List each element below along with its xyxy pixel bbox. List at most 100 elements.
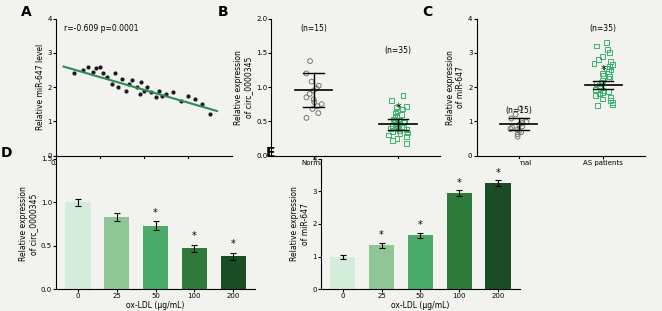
Point: [156, 93, 167, 98]
Point: [597, 71, 608, 76]
Point: [606, 67, 616, 72]
Point: [605, 95, 616, 100]
Point: [402, 130, 412, 135]
Text: (n=35): (n=35): [590, 24, 617, 33]
Point: [307, 106, 318, 111]
Point: [602, 47, 613, 52]
Point: [134, 91, 145, 96]
Point: [136, 80, 146, 85]
Point: [69, 71, 79, 76]
Text: *: *: [379, 230, 384, 240]
Point: [604, 64, 614, 69]
Bar: [408, 235, 433, 289]
Point: [305, 91, 315, 96]
Point: [95, 64, 105, 69]
Point: [589, 61, 599, 66]
Text: *: *: [231, 239, 236, 249]
Point: [593, 57, 604, 62]
X-axis label: ox-LDL (μg/mL): ox-LDL (μg/mL): [126, 301, 185, 310]
Point: [146, 90, 157, 95]
Text: *: *: [418, 220, 423, 230]
Point: [512, 132, 523, 137]
Point: [394, 118, 404, 123]
Point: [308, 88, 319, 93]
Point: [205, 112, 215, 117]
Point: [603, 89, 614, 94]
Point: [91, 66, 101, 71]
Point: [311, 86, 322, 91]
Point: [607, 102, 618, 107]
Y-axis label: Relative miR-647 level: Relative miR-647 level: [36, 44, 45, 130]
Y-axis label: Relative expression
of miR-647: Relative expression of miR-647: [446, 50, 465, 124]
Bar: [485, 183, 510, 289]
Point: [605, 98, 616, 103]
Point: [393, 126, 404, 131]
Point: [83, 64, 94, 69]
Point: [516, 118, 527, 123]
Point: [598, 88, 608, 93]
Point: [512, 128, 523, 132]
Point: [514, 128, 524, 133]
Point: [591, 81, 602, 86]
Text: C: C: [422, 5, 433, 19]
Point: [514, 122, 524, 127]
Point: [113, 85, 123, 90]
Point: [510, 112, 521, 117]
Point: [77, 67, 88, 72]
Point: [301, 115, 312, 120]
Point: [517, 121, 528, 126]
Y-axis label: Relative expression
of circ_0000345: Relative expression of circ_0000345: [234, 50, 254, 124]
Point: [602, 66, 612, 71]
Text: D: D: [1, 146, 12, 160]
Point: [516, 130, 526, 135]
Point: [308, 97, 319, 102]
Point: [591, 93, 601, 98]
Point: [385, 126, 396, 131]
Point: [383, 132, 394, 137]
Point: [515, 106, 526, 111]
Text: A: A: [21, 5, 32, 19]
Text: (n=15): (n=15): [300, 24, 327, 33]
Point: [521, 119, 532, 124]
Text: *: *: [395, 103, 401, 113]
Text: (n=35): (n=35): [385, 46, 412, 55]
Text: *: *: [457, 178, 461, 188]
Point: [392, 109, 402, 114]
Point: [393, 122, 403, 127]
Point: [389, 118, 400, 123]
Point: [190, 97, 201, 102]
Point: [117, 76, 127, 81]
Point: [398, 93, 408, 98]
Point: [124, 81, 134, 86]
Point: [154, 88, 164, 93]
Point: [606, 59, 616, 64]
Point: [107, 81, 117, 86]
Point: [387, 129, 398, 134]
Point: [387, 138, 397, 143]
Bar: [66, 202, 91, 289]
Point: [506, 125, 517, 130]
Point: [396, 124, 406, 129]
Point: [161, 91, 171, 96]
Point: [394, 128, 404, 133]
Bar: [330, 257, 355, 289]
Point: [309, 100, 320, 104]
Point: [175, 98, 186, 103]
Point: [392, 136, 402, 141]
Point: [316, 102, 327, 107]
Point: [607, 63, 618, 67]
Point: [591, 87, 601, 92]
Point: [127, 78, 138, 83]
Point: [391, 105, 402, 110]
Point: [597, 90, 608, 95]
Point: [607, 100, 618, 105]
Point: [121, 88, 132, 93]
Point: [517, 124, 528, 129]
Text: *: *: [192, 231, 197, 241]
Bar: [104, 217, 129, 289]
Text: B: B: [217, 5, 228, 19]
Point: [390, 114, 401, 119]
Point: [388, 117, 399, 122]
Bar: [182, 248, 207, 289]
Bar: [143, 226, 168, 289]
